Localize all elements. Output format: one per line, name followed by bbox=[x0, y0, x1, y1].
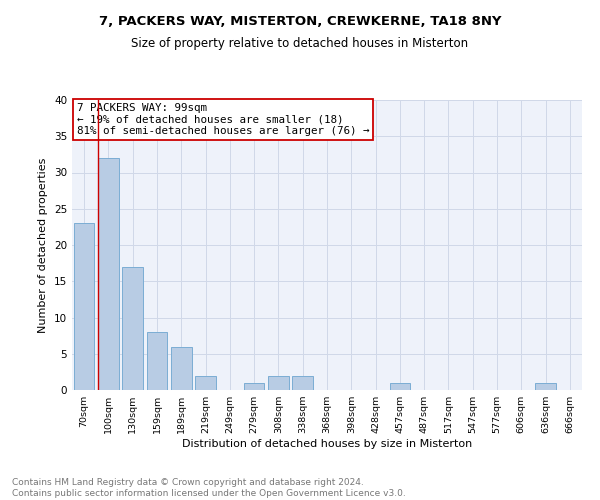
Bar bbox=[389, 383, 410, 390]
Text: Contains HM Land Registry data © Crown copyright and database right 2024.
Contai: Contains HM Land Registry data © Crown c… bbox=[12, 478, 406, 498]
Bar bbox=[98, 158, 119, 390]
Bar bbox=[171, 346, 191, 390]
X-axis label: Distribution of detached houses by size in Misterton: Distribution of detached houses by size … bbox=[182, 439, 472, 449]
Bar bbox=[244, 383, 265, 390]
Text: Size of property relative to detached houses in Misterton: Size of property relative to detached ho… bbox=[131, 38, 469, 51]
Bar bbox=[195, 376, 216, 390]
Bar bbox=[292, 376, 313, 390]
Bar bbox=[535, 383, 556, 390]
Bar bbox=[122, 267, 143, 390]
Bar bbox=[268, 376, 289, 390]
Bar bbox=[146, 332, 167, 390]
Y-axis label: Number of detached properties: Number of detached properties bbox=[38, 158, 49, 332]
Text: 7 PACKERS WAY: 99sqm
← 19% of detached houses are smaller (18)
81% of semi-detac: 7 PACKERS WAY: 99sqm ← 19% of detached h… bbox=[77, 103, 370, 136]
Text: 7, PACKERS WAY, MISTERTON, CREWKERNE, TA18 8NY: 7, PACKERS WAY, MISTERTON, CREWKERNE, TA… bbox=[99, 15, 501, 28]
Bar bbox=[74, 223, 94, 390]
